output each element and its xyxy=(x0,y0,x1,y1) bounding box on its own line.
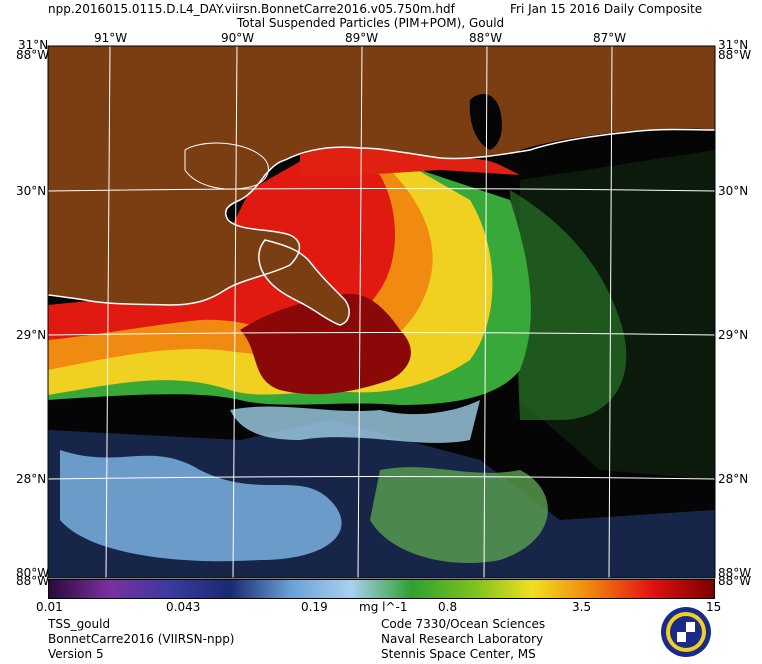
colorbar-label-2: 0.19 xyxy=(301,600,328,614)
corner-bl-lon: 88°W xyxy=(16,574,50,588)
land-mass xyxy=(48,46,715,305)
delta-plume xyxy=(240,293,411,395)
graticule xyxy=(48,46,715,578)
coastline xyxy=(48,128,715,306)
mississippi-sound xyxy=(300,145,520,175)
corner-br-lon: 88°W xyxy=(718,574,752,588)
lat-tick-28n-right: 28°N xyxy=(718,472,749,486)
green-speckle-region xyxy=(370,467,548,564)
east-green-speckle xyxy=(510,190,627,420)
lon-tick-87w: 87°W xyxy=(593,31,627,45)
delta-land xyxy=(258,240,350,325)
lon-tick-91w: 91°W xyxy=(94,31,128,45)
colorbar-unit: mg l^-1 xyxy=(359,600,408,614)
filename-label: npp.2016015.0115.D.L4_DAY.viirsn.BonnetC… xyxy=(48,2,455,16)
lat-tick-30n-right: 30°N xyxy=(718,184,749,198)
footer-lab: Naval Research Laboratory xyxy=(381,632,544,646)
date-label: Fri Jan 15 2016 Daily Composite xyxy=(510,2,703,16)
footer-code: Code 7330/Ocean Sciences xyxy=(381,617,546,631)
lon-tick-89w: 89°W xyxy=(345,31,379,45)
colorbar-label-3: 0.8 xyxy=(438,600,458,614)
footer-product-code: TSS_gould xyxy=(48,617,111,631)
lake-shoreline xyxy=(184,142,269,190)
corner-tl-lon: 88°W xyxy=(16,48,50,62)
colorbar-label-0: 0.01 xyxy=(36,600,63,614)
corner-br-lat: 88°W xyxy=(718,566,752,580)
nrl-seal-logo xyxy=(661,607,711,657)
corner-tl-lat: 31°N xyxy=(18,38,49,52)
lat-tick-29n-left: 29°N xyxy=(16,328,47,342)
colorbar-label-4: 3.5 xyxy=(572,600,592,614)
footer-location: Stennis Space Center, MS xyxy=(381,647,536,661)
product-title: Total Suspended Particles (PIM+POM), Gou… xyxy=(237,16,505,30)
light-blue-plume xyxy=(230,400,480,443)
lon-tick-90w: 90°W xyxy=(221,31,255,45)
corner-bl-lat: 80°W xyxy=(16,566,50,580)
lat-tick-30n-left: 30°N xyxy=(16,184,47,198)
panhandle-water xyxy=(520,128,715,160)
mobile-bay xyxy=(469,94,502,150)
colorbar xyxy=(48,579,715,599)
corner-tr-lat: 31°N xyxy=(718,38,749,52)
map-layers xyxy=(48,46,715,578)
corner-tr-lon: 88°W xyxy=(718,48,752,62)
delta-coastline xyxy=(258,239,350,326)
colorbar-label-5: 15 xyxy=(706,600,722,614)
footer-version: Version 5 xyxy=(48,647,104,661)
lon-tick-88w: 88°W xyxy=(469,31,503,45)
footer-dataset: BonnetCarre2016 (VIIRSN-npp) xyxy=(48,632,235,646)
lat-tick-28n-left: 28°N xyxy=(16,472,47,486)
lat-tick-29n-right: 29°N xyxy=(718,328,749,342)
colorbar-label-1: 0.043 xyxy=(166,600,201,614)
map-frame xyxy=(47,45,716,579)
